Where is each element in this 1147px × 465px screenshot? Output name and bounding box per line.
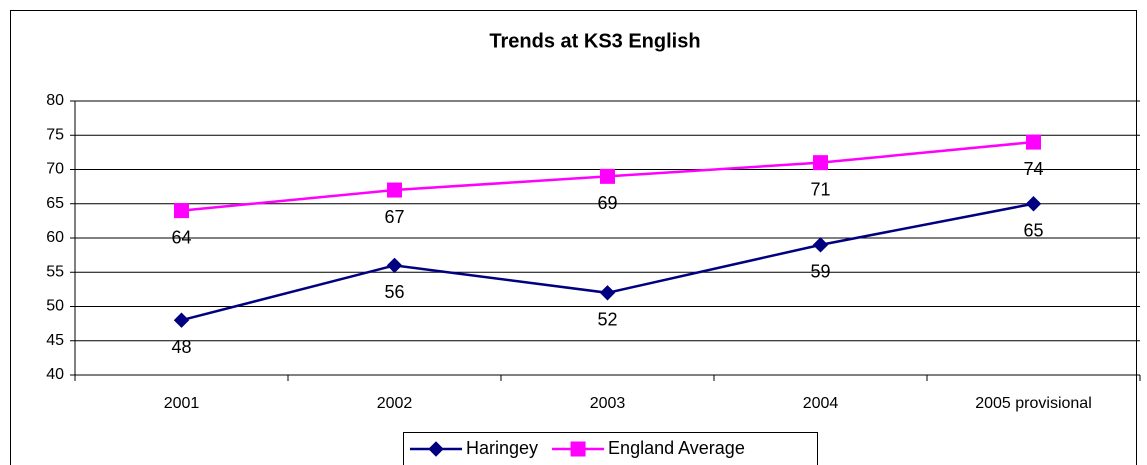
data-point <box>387 182 402 198</box>
x-tick-label: 2001 <box>164 395 200 412</box>
y-tick-label: 45 <box>46 332 64 349</box>
data-point <box>1026 134 1041 150</box>
data-label: 59 <box>810 262 830 282</box>
legend-label: Haringey <box>466 438 538 458</box>
y-tick-label: 65 <box>46 195 64 212</box>
data-point <box>812 237 829 253</box>
y-tick-label: 40 <box>46 366 64 383</box>
data-point <box>173 312 190 328</box>
data-label: 48 <box>171 337 191 357</box>
legend-label: England Average <box>608 438 745 458</box>
data-label: 56 <box>384 282 404 302</box>
data-point <box>386 257 403 274</box>
x-tick-label: 2004 <box>803 395 839 412</box>
y-tick-label: 75 <box>46 126 64 143</box>
data-point <box>1025 196 1042 212</box>
data-label: 67 <box>384 207 404 227</box>
x-tick-label: 2002 <box>377 395 413 412</box>
data-label: 65 <box>1023 221 1043 241</box>
data-point <box>813 155 828 171</box>
legend-marker <box>570 441 586 457</box>
data-label: 64 <box>171 227 191 247</box>
x-tick-label: 2003 <box>590 395 626 412</box>
y-tick-label: 50 <box>46 298 64 315</box>
data-label: 69 <box>597 193 617 213</box>
data-point <box>174 203 189 219</box>
data-point <box>599 285 616 301</box>
x-tick-label: 2005 provisional <box>975 395 1092 412</box>
legend-box <box>403 432 818 465</box>
data-label: 74 <box>1023 159 1043 179</box>
legend-marker <box>428 441 444 457</box>
y-tick-label: 55 <box>46 263 64 280</box>
y-tick-label: 60 <box>46 229 64 246</box>
data-label: 52 <box>597 310 617 330</box>
y-tick-label: 80 <box>46 92 64 109</box>
data-label: 71 <box>810 179 830 199</box>
data-point <box>600 168 615 184</box>
chart-title: Trends at KS3 English <box>489 30 700 52</box>
y-tick-label: 70 <box>46 161 64 178</box>
